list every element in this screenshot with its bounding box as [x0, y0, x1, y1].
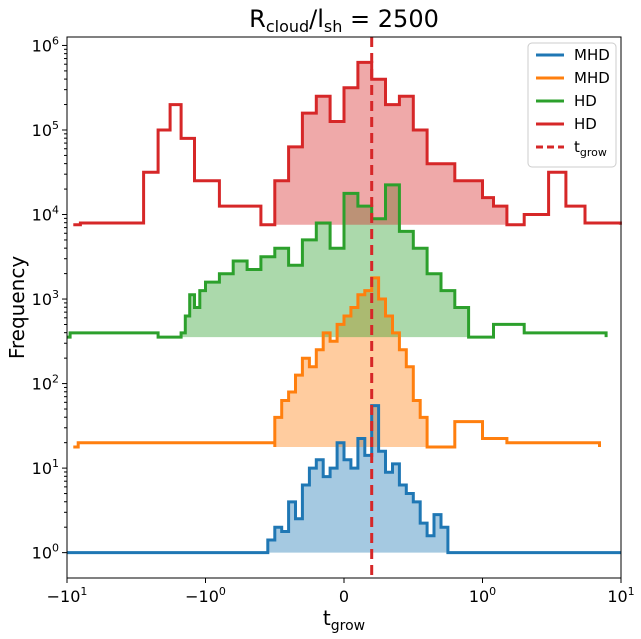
title-mid: /l — [309, 5, 324, 33]
series-line — [73, 60, 622, 227]
series-line — [67, 183, 608, 339]
legend-label: tgrow — [574, 138, 607, 159]
title-main: R — [249, 5, 266, 33]
series-fill — [260, 62, 507, 225]
x-tick-label: 101 — [607, 585, 634, 606]
x-label-sub: grow — [331, 618, 365, 634]
title-sub2: sh — [324, 17, 342, 36]
y-tick-label: 106 — [32, 34, 59, 55]
x-tick-label: −100 — [185, 585, 226, 606]
y-axis: 100 101 102 103 104 105 106 — [32, 34, 67, 563]
title-tail: = 2500 — [342, 5, 438, 33]
y-tick-label: 100 — [32, 542, 59, 563]
y-tick-label: 103 — [32, 288, 59, 309]
series-fill — [274, 277, 428, 447]
x-tick-label: 0 — [339, 587, 349, 606]
x-label-main: t — [323, 606, 331, 630]
legend-box — [527, 42, 617, 168]
chart-title: Rcloud/lsh = 2500 — [249, 5, 439, 36]
x-axis: −101 −100 0 100 101 — [47, 578, 635, 606]
histogram-outlines — [67, 60, 622, 555]
legend-label: HD — [574, 92, 597, 110]
y-tick-label: 101 — [32, 457, 59, 478]
x-tick-label: 100 — [469, 585, 496, 606]
series-fill — [181, 184, 469, 338]
x-axis-label: tgrow — [323, 606, 365, 634]
histogram-fills — [181, 62, 507, 553]
series-line — [73, 276, 601, 449]
legend-label: HD — [574, 115, 597, 133]
legend: MHD MHD HD HD tgrow — [527, 42, 617, 168]
series-fill — [267, 405, 448, 553]
x-tick-label: −101 — [47, 585, 88, 606]
y-axis-label: Frequency — [5, 256, 29, 359]
legend-label: MHD — [574, 69, 610, 87]
y-tick-label: 102 — [32, 373, 59, 394]
y-tick-label: 105 — [32, 119, 59, 140]
series-line — [67, 404, 621, 555]
legend-label: MHD — [574, 46, 610, 64]
title-sub1: cloud — [266, 17, 309, 36]
y-tick-label: 104 — [32, 204, 59, 225]
